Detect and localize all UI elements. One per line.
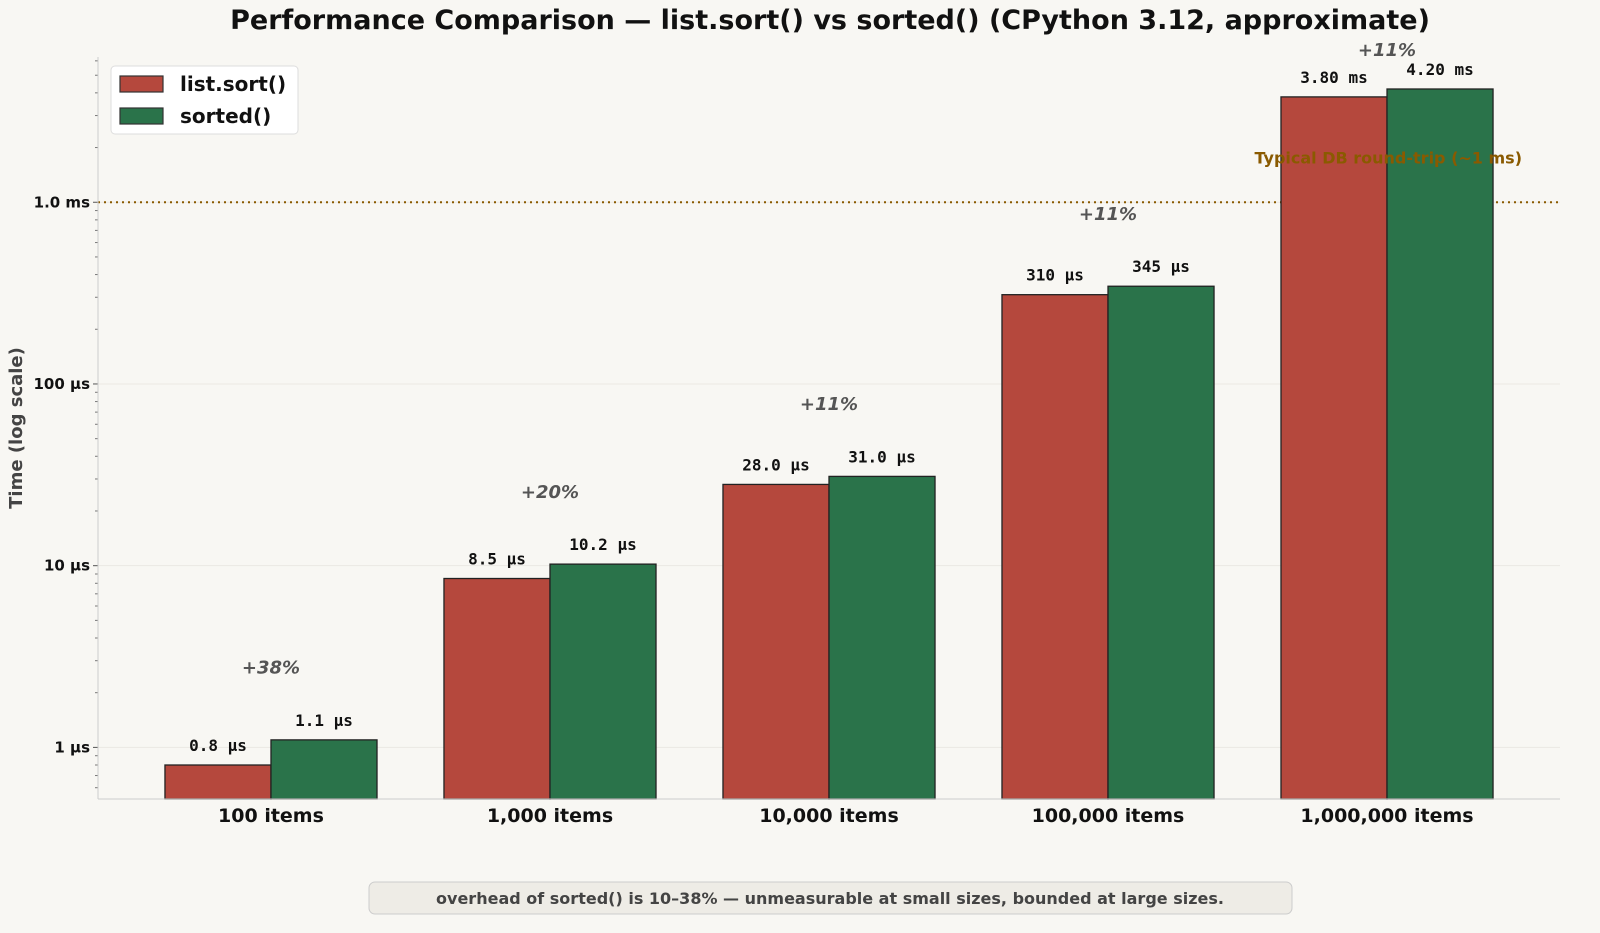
bar-value-label: 0.8 µs <box>189 736 247 755</box>
legend-swatch-list-sort <box>119 75 164 93</box>
bar-value-label: 310 µs <box>1026 266 1084 285</box>
legend: list.sort() sorted() <box>110 65 299 135</box>
bar-list-sort <box>1280 96 1388 800</box>
reference-line-label: Typical DB round-trip (~1 ms) <box>1255 149 1523 168</box>
bar-value-label: 10.2 µs <box>569 535 636 554</box>
bar-sorted <box>270 739 378 800</box>
y-tick-label: 100 µs <box>34 375 91 393</box>
bar-sorted <box>1107 285 1215 800</box>
x-tick-label: 100,000 items <box>1032 805 1185 827</box>
overhead-annotation: +11% <box>1079 204 1137 225</box>
bar-list-sort <box>722 483 830 800</box>
x-tick-label: 10,000 items <box>759 805 899 827</box>
x-tick-label: 100 items <box>218 805 324 827</box>
bar-value-label: 28.0 µs <box>742 455 809 474</box>
x-tick-label: 1,000 items <box>487 805 613 827</box>
bars <box>164 88 1494 800</box>
overhead-annotation: +11% <box>800 394 858 415</box>
legend-swatch-sorted <box>119 107 164 125</box>
bar-list-sort <box>443 577 551 800</box>
labels: 0.8 µs 1.1 µs 100 items +38% 8.5 µs 10.2 µs 1,… <box>189 40 1522 827</box>
bar-value-label: 8.5 µs <box>468 550 526 569</box>
legend-label-sorted: sorted() <box>180 104 271 128</box>
overhead-annotation: +20% <box>521 482 579 503</box>
y-tick-label: 10 µs <box>44 557 90 575</box>
bar-value-label: 4.20 ms <box>1406 60 1473 79</box>
footnote: overhead of sorted() is 10–38% — unmeasu… <box>368 881 1293 915</box>
bar-value-label: 3.80 ms <box>1300 68 1367 87</box>
footnote-text: overhead of sorted() is 10–38% — unmeasu… <box>436 889 1224 908</box>
bar-sorted <box>549 563 657 800</box>
footnote-box <box>368 881 1293 915</box>
bar-value-label: 31.0 µs <box>848 447 915 466</box>
bar-value-label: 345 µs <box>1132 257 1190 276</box>
x-tick-label: 1,000,000 items <box>1300 805 1473 827</box>
y-tick-label: 1 µs <box>54 738 90 756</box>
legend-label-list-sort: list.sort() <box>180 72 286 96</box>
overhead-annotation: +38% <box>242 658 300 679</box>
y-axis-label: Time (log scale) <box>6 347 27 509</box>
bar-value-label: 1.1 µs <box>295 711 353 730</box>
y-tick-label: 1.0 ms <box>34 193 90 211</box>
bar-sorted <box>1386 88 1494 800</box>
chart-title: Performance Comparison — list.sort() vs … <box>230 5 1430 36</box>
bar-list-sort <box>1001 294 1109 800</box>
overhead-annotation: +11% <box>1358 40 1416 61</box>
axes: 1 µs 10 µs 100 µs 1.0 ms <box>34 57 1560 800</box>
bar-sorted <box>828 475 936 800</box>
bar-list-sort <box>164 764 272 800</box>
